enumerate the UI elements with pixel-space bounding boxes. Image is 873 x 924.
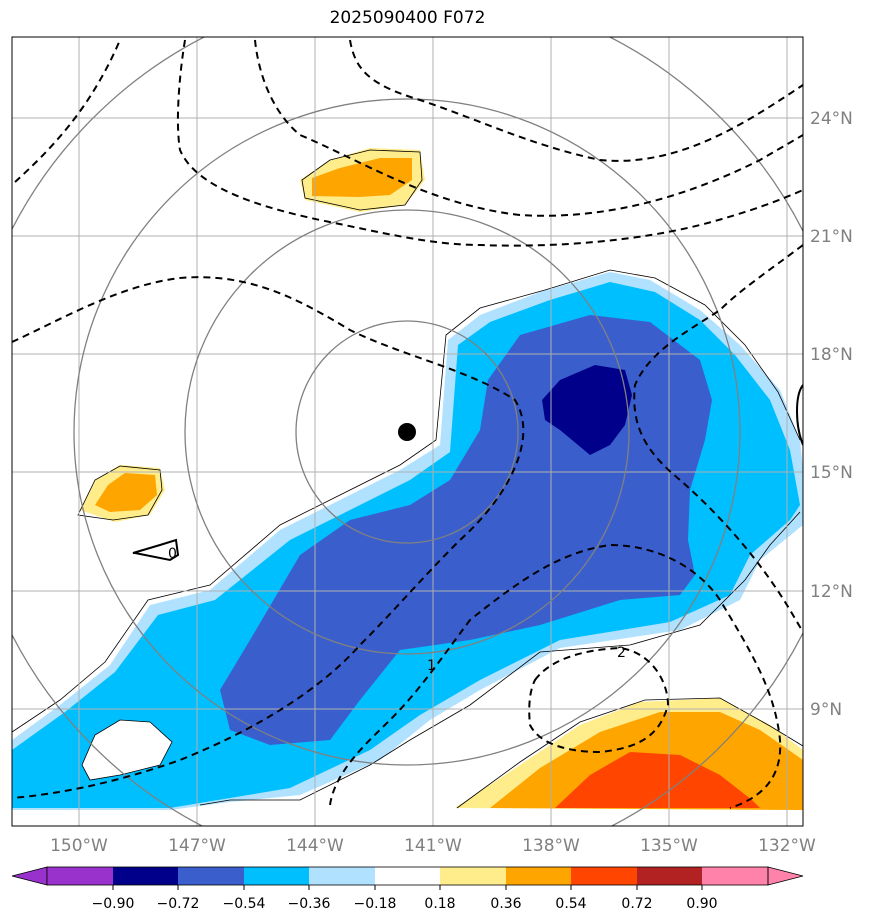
plot-area: 1 2 0 <box>12 37 803 826</box>
contour-label-1: 1 <box>427 658 436 674</box>
colorbar: −0.90 −0.72 −0.54 −0.36 −0.18 0.18 0.36 … <box>11 866 804 912</box>
latitude-labels: 24°N 21°N 18°N 15°N 12°N 9°N <box>810 109 853 720</box>
anomaly-level-072 <box>542 365 632 455</box>
colorbar-extend-low <box>11 866 48 886</box>
storm-center-marker <box>398 423 416 441</box>
colorbar-segment <box>506 867 571 885</box>
lon-label: 147°W <box>168 836 226 856</box>
axes-frame <box>11 36 804 827</box>
lon-label: 150°W <box>50 836 108 856</box>
lon-label: 144°W <box>286 836 344 856</box>
longitude-labels: 150°W 147°W 144°W 141°W 138°W 135°W 132°… <box>50 836 816 856</box>
shading-layer <box>12 148 803 810</box>
colorbar-segment <box>178 867 244 885</box>
lon-label: 141°W <box>404 836 462 856</box>
colorbar-segment <box>244 867 309 885</box>
map-title: 2025090400 F072 <box>329 8 486 28</box>
contour-label-2: 2 <box>617 645 626 661</box>
positive-anomaly-west-core <box>95 473 157 512</box>
lon-label: 138°W <box>522 836 580 856</box>
colorbar-extend-high <box>767 866 804 886</box>
shading-outlines <box>12 149 803 809</box>
positive-anomaly-southeast-peak <box>555 752 760 808</box>
lat-label: 9°N <box>810 700 842 720</box>
colorbar-tick-label: −0.36 <box>288 896 331 912</box>
colorbar-segment <box>113 867 178 885</box>
colorbar-tick-label: 0.72 <box>621 896 652 912</box>
dashed-contours <box>12 39 803 809</box>
lat-label: 15°N <box>810 463 853 483</box>
contour-label-0: 0 <box>168 546 177 562</box>
range-rings <box>12 37 803 826</box>
lat-label: 21°N <box>810 227 853 247</box>
colorbar-segment <box>47 867 113 885</box>
lon-label: 135°W <box>640 836 698 856</box>
lat-label: 24°N <box>810 109 853 129</box>
colorbar-segment <box>440 867 506 885</box>
contour-labels: 1 2 0 <box>168 546 626 674</box>
colorbar-tick-label: 0.18 <box>424 896 455 912</box>
colorbar-tick-label: −0.54 <box>223 896 266 912</box>
colorbar-tick-label: 0.54 <box>555 896 586 912</box>
colorbar-tick-label: −0.72 <box>157 896 200 912</box>
positive-anomaly-north-core <box>312 158 412 197</box>
colorbar-tick-label: 0.90 <box>686 896 717 912</box>
colorbar-segment <box>571 867 637 885</box>
lat-label: 12°N <box>810 582 853 602</box>
colorbar-segment <box>309 867 375 885</box>
colorbar-frame <box>46 866 769 886</box>
lon-label: 132°W <box>758 836 816 856</box>
colorbar-tick-label: 0.36 <box>490 896 521 912</box>
solid-contours <box>132 384 803 562</box>
colorbar-segment <box>375 867 440 885</box>
colorbar-ticks <box>112 885 703 890</box>
colorbar-tick-label: −0.90 <box>92 896 135 912</box>
neutral-pocket <box>81 719 173 781</box>
colorbar-segment <box>702 867 768 885</box>
lat-label: 18°N <box>810 345 853 365</box>
colorbar-segment <box>637 867 702 885</box>
colorbar-tick-label: −0.18 <box>354 896 397 912</box>
